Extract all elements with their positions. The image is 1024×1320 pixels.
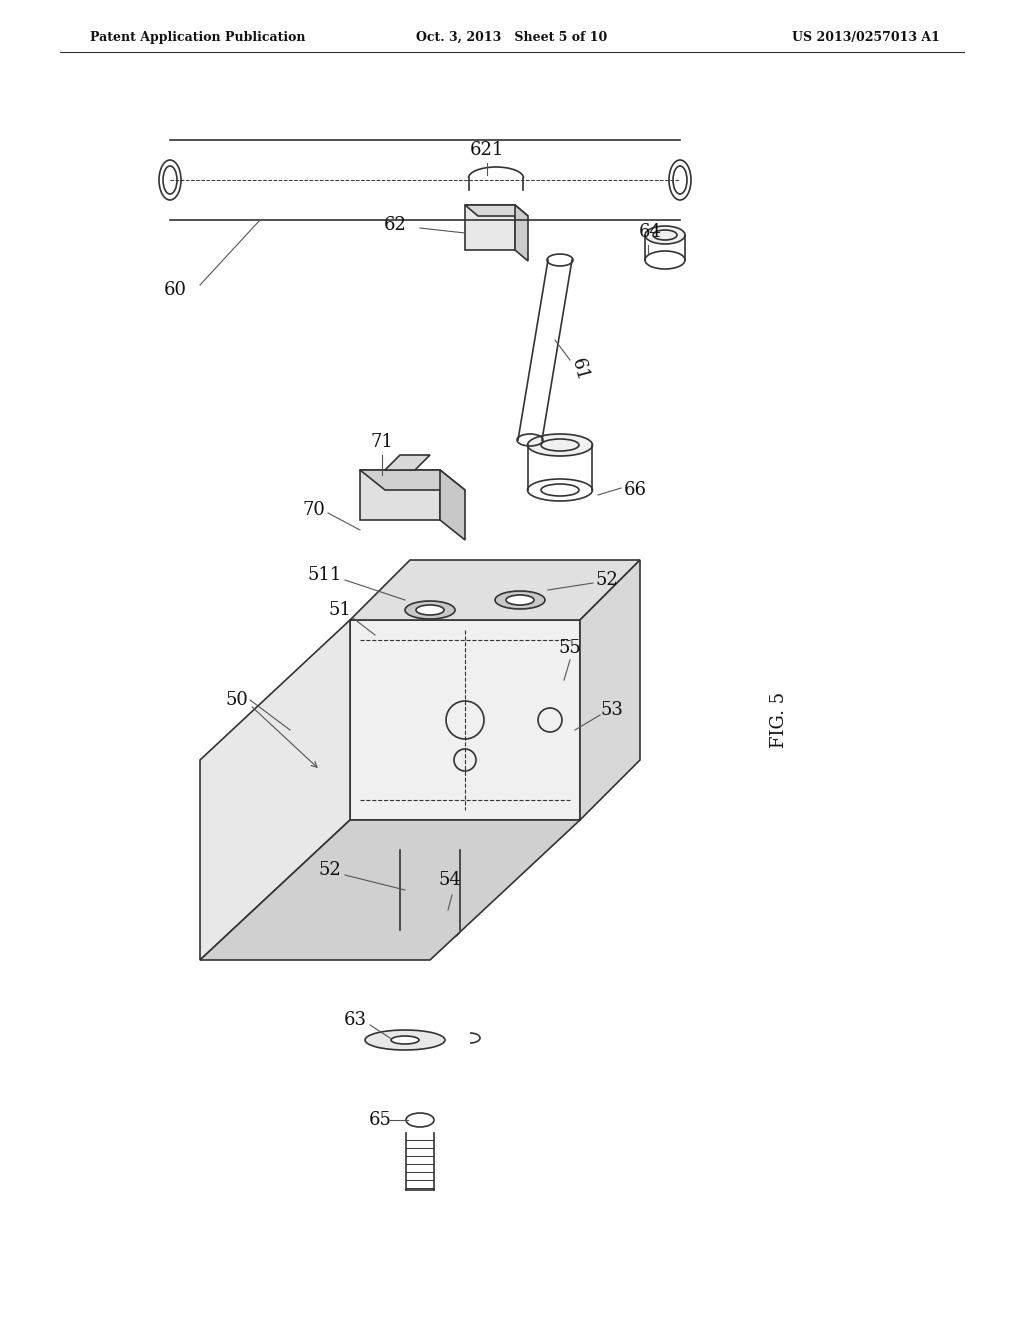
Text: 70: 70 — [302, 502, 326, 519]
Polygon shape — [515, 205, 528, 261]
Ellipse shape — [527, 434, 593, 455]
Text: 54: 54 — [438, 871, 462, 888]
Ellipse shape — [527, 479, 593, 502]
Polygon shape — [465, 205, 528, 216]
Polygon shape — [350, 560, 640, 620]
Polygon shape — [440, 470, 465, 540]
Text: 51: 51 — [329, 601, 351, 619]
Text: 60: 60 — [164, 281, 186, 300]
Text: 65: 65 — [369, 1111, 391, 1129]
Polygon shape — [465, 205, 515, 249]
Polygon shape — [385, 455, 430, 470]
Text: 71: 71 — [371, 433, 393, 451]
Text: 50: 50 — [225, 690, 249, 709]
Ellipse shape — [391, 1036, 419, 1044]
Text: Patent Application Publication: Patent Application Publication — [90, 30, 305, 44]
Polygon shape — [360, 470, 465, 490]
Polygon shape — [200, 620, 350, 960]
Ellipse shape — [400, 838, 460, 862]
Text: 64: 64 — [639, 223, 662, 242]
Text: 621: 621 — [470, 141, 504, 158]
Text: 61: 61 — [568, 356, 592, 383]
Text: 63: 63 — [343, 1011, 367, 1030]
Ellipse shape — [406, 1113, 434, 1127]
Polygon shape — [200, 820, 580, 960]
Polygon shape — [580, 560, 640, 820]
Polygon shape — [350, 620, 580, 820]
Ellipse shape — [365, 1030, 445, 1049]
Ellipse shape — [159, 160, 181, 201]
Ellipse shape — [406, 601, 455, 619]
Text: 52: 52 — [318, 861, 341, 879]
Ellipse shape — [506, 595, 534, 605]
Text: 511: 511 — [308, 566, 342, 583]
Ellipse shape — [416, 605, 444, 615]
Text: 55: 55 — [559, 639, 582, 657]
Text: US 2013/0257013 A1: US 2013/0257013 A1 — [793, 30, 940, 44]
Text: 53: 53 — [600, 701, 624, 719]
Ellipse shape — [669, 160, 691, 201]
Text: Oct. 3, 2013   Sheet 5 of 10: Oct. 3, 2013 Sheet 5 of 10 — [417, 30, 607, 44]
Text: FIG. 5: FIG. 5 — [770, 692, 788, 748]
Text: 62: 62 — [384, 216, 407, 234]
Ellipse shape — [400, 917, 460, 942]
Ellipse shape — [645, 226, 685, 244]
Ellipse shape — [547, 253, 573, 267]
Text: 66: 66 — [624, 480, 646, 499]
Ellipse shape — [645, 251, 685, 269]
Text: 52: 52 — [596, 572, 618, 589]
Ellipse shape — [495, 591, 545, 609]
Polygon shape — [360, 470, 440, 520]
